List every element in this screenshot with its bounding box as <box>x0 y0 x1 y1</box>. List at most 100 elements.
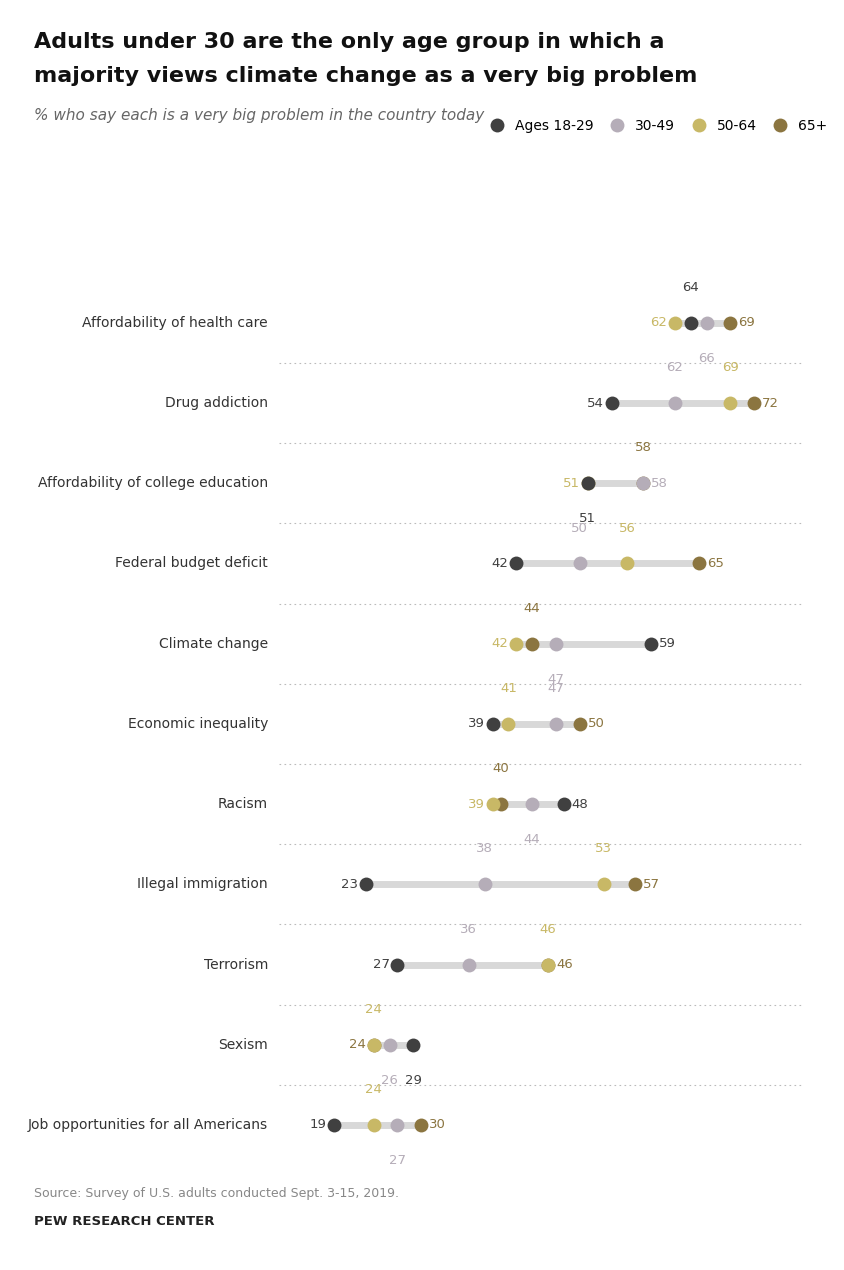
Text: 24: 24 <box>349 1039 365 1052</box>
Text: Drug addiction: Drug addiction <box>165 396 268 410</box>
Text: Sexism: Sexism <box>219 1038 268 1052</box>
Text: 58: 58 <box>635 442 652 455</box>
Text: 47: 47 <box>548 682 565 695</box>
Text: 53: 53 <box>595 842 612 856</box>
Point <box>359 874 372 894</box>
Point <box>636 474 650 494</box>
Text: 48: 48 <box>572 798 588 810</box>
Text: Illegal immigration: Illegal immigration <box>138 878 268 892</box>
Point <box>620 554 634 574</box>
Point <box>573 554 587 574</box>
Text: 58: 58 <box>652 476 668 490</box>
Text: 27: 27 <box>372 958 390 972</box>
Point <box>407 1035 420 1055</box>
Point <box>541 954 555 974</box>
Text: 46: 46 <box>539 923 556 936</box>
Point <box>581 474 594 494</box>
Point <box>327 1115 341 1135</box>
Text: 51: 51 <box>579 512 596 525</box>
Point <box>526 634 539 654</box>
Text: 64: 64 <box>683 281 699 293</box>
Text: 23: 23 <box>341 878 358 890</box>
Text: 59: 59 <box>659 638 676 650</box>
Text: Adults under 30 are the only age group in which a: Adults under 30 are the only age group i… <box>34 32 664 52</box>
Text: 57: 57 <box>643 878 660 890</box>
Text: 62: 62 <box>667 361 684 375</box>
Text: 50: 50 <box>571 522 588 535</box>
Point <box>684 312 697 333</box>
Text: 19: 19 <box>309 1119 326 1132</box>
Point <box>501 714 515 734</box>
Point <box>486 794 500 814</box>
Text: Federal budget deficit: Federal budget deficit <box>116 556 268 570</box>
Point <box>391 1115 404 1135</box>
Text: 42: 42 <box>491 558 508 570</box>
Point <box>478 874 491 894</box>
Text: 72: 72 <box>762 396 779 409</box>
Point <box>645 634 658 654</box>
Text: 36: 36 <box>460 923 477 936</box>
Point <box>367 1035 381 1055</box>
Point <box>462 954 475 974</box>
Text: Job opportunities for all Americans: Job opportunities for all Americans <box>28 1118 268 1132</box>
Point <box>486 714 500 734</box>
Text: 46: 46 <box>556 958 573 972</box>
Point <box>510 554 523 574</box>
Text: 26: 26 <box>381 1073 398 1087</box>
Text: 62: 62 <box>650 316 667 329</box>
Text: 42: 42 <box>491 638 508 650</box>
Point <box>549 714 563 734</box>
Text: 39: 39 <box>468 718 484 730</box>
Point <box>383 1035 397 1055</box>
Text: 69: 69 <box>738 316 755 329</box>
Point <box>636 474 650 494</box>
Point <box>573 714 587 734</box>
Legend: Ages 18-29, 30-49, 50-64, 65+: Ages 18-29, 30-49, 50-64, 65+ <box>478 113 833 138</box>
Text: 29: 29 <box>405 1073 422 1087</box>
Text: 39: 39 <box>468 798 484 810</box>
Point <box>414 1115 428 1135</box>
Text: 24: 24 <box>365 1083 382 1096</box>
Text: Affordability of health care: Affordability of health care <box>83 316 268 330</box>
Point <box>510 634 523 654</box>
Point <box>668 312 682 333</box>
Point <box>629 874 642 894</box>
Text: % who say each is a very big problem in the country today: % who say each is a very big problem in … <box>34 108 484 123</box>
Text: Source: Survey of U.S. adults conducted Sept. 3-15, 2019.: Source: Survey of U.S. adults conducted … <box>34 1187 398 1200</box>
Text: Climate change: Climate change <box>159 636 268 650</box>
Point <box>367 1035 381 1055</box>
Point <box>700 312 713 333</box>
Point <box>367 1115 381 1135</box>
Point <box>605 392 619 413</box>
Text: 44: 44 <box>524 833 541 846</box>
Text: 30: 30 <box>429 1119 446 1132</box>
Text: 41: 41 <box>500 682 517 695</box>
Point <box>581 474 594 494</box>
Point <box>692 554 706 574</box>
Text: 66: 66 <box>698 352 715 364</box>
Point <box>526 794 539 814</box>
Text: Economic inequality: Economic inequality <box>127 716 268 732</box>
Text: 50: 50 <box>587 718 604 730</box>
Point <box>748 392 761 413</box>
Text: majority views climate change as a very big problem: majority views climate change as a very … <box>34 66 697 86</box>
Text: 40: 40 <box>492 762 509 775</box>
Text: 56: 56 <box>619 522 636 535</box>
Text: Racism: Racism <box>218 798 268 812</box>
Point <box>541 954 555 974</box>
Text: 65: 65 <box>706 558 723 570</box>
Text: 44: 44 <box>524 602 541 615</box>
Point <box>723 392 737 413</box>
Text: Terrorism: Terrorism <box>203 958 268 972</box>
Point <box>668 392 682 413</box>
Text: 69: 69 <box>722 361 738 375</box>
Point <box>723 312 737 333</box>
Text: 47: 47 <box>548 673 565 686</box>
Text: 27: 27 <box>389 1154 406 1167</box>
Text: 24: 24 <box>365 1003 382 1016</box>
Text: 51: 51 <box>563 476 580 490</box>
Point <box>597 874 610 894</box>
Text: PEW RESEARCH CENTER: PEW RESEARCH CENTER <box>34 1215 214 1228</box>
Point <box>391 954 404 974</box>
Point <box>557 794 571 814</box>
